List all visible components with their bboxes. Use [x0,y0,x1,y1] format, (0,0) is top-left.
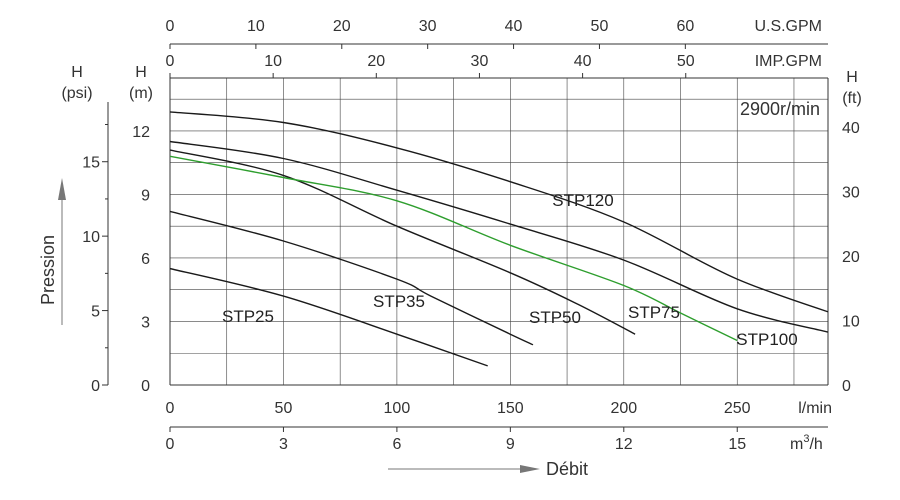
debit-label: Débit [546,459,588,479]
lmin-tick-50: 50 [275,400,293,417]
debit-arrow-head [520,465,540,473]
impgpm-unit-label: IMP.GPM [755,53,822,70]
m-tick-9: 9 [141,187,150,204]
ft-tick-20: 20 [842,249,860,266]
series-line-stp100 [170,140,828,333]
series-label-stp35: STP35 [373,292,425,311]
pression-label: Pression [38,235,58,305]
m3h-unit-label: m3/h [790,433,823,453]
labels-group: Pression Débit 2900r/min STP25 STP35 STP50 STP… [38,99,820,479]
m3h-tick-9: 9 [506,436,515,453]
usgpm-unit-label: U.S.GPM [754,18,822,35]
impgpm-tick-50: 50 [677,53,695,70]
lmin-unit-label: l/min [798,400,832,417]
series-label-stp50: STP50 [529,308,581,327]
m-tick-0: 0 [141,378,150,395]
ft-unit-bottom: (ft) [842,90,862,107]
series-line-stp120 [170,111,828,313]
lmin-tick-150: 150 [497,400,524,417]
impgpm-tick-0: 0 [166,53,175,70]
ft-unit-top: H [846,69,858,86]
ft-tick-10: 10 [842,313,860,330]
series-group [170,111,828,367]
m3h-tick-0: 0 [166,436,175,453]
lmin-tick-100: 100 [384,400,411,417]
ft-tick-0: 0 [842,378,851,395]
ft-tick-40: 40 [842,120,860,137]
m3h-tick-12: 12 [615,436,633,453]
pression-arrow-head [58,178,66,200]
m-unit-top: H [135,64,147,81]
series-label-stp120: STP120 [552,191,613,210]
series-label-stp75: STP75 [628,303,680,322]
m3h-tick-3: 3 [279,436,288,453]
usgpm-tick-40: 40 [505,18,523,35]
psi-unit-top: H [71,64,83,81]
series-line-stp75 [170,155,738,342]
ft-tick-30: 30 [842,184,860,201]
usgpm-tick-30: 30 [419,18,437,35]
series-line-stp35 [170,210,534,346]
series-label-stp100: STP100 [736,330,797,349]
impgpm-tick-40: 40 [574,53,592,70]
series-label-stp25: STP25 [222,307,274,326]
grid [170,78,828,385]
psi-tick-0: 0 [91,378,100,395]
m3h-tick-6: 6 [392,436,401,453]
m-tick-6: 6 [141,251,150,268]
psi-unit-bottom: (psi) [61,85,92,102]
psi-tick-5: 5 [91,304,100,321]
impgpm-tick-10: 10 [264,53,282,70]
impgpm-tick-20: 20 [367,53,385,70]
lmin-tick-250: 250 [724,400,751,417]
psi-tick-10: 10 [82,229,100,246]
impgpm-tick-30: 30 [471,53,489,70]
m-tick-12: 12 [132,124,150,141]
usgpm-tick-60: 60 [676,18,694,35]
lmin-tick-200: 200 [610,400,637,417]
speed-label: 2900r/min [740,99,820,119]
m-unit-bottom: (m) [129,85,153,102]
psi-tick-15: 15 [82,155,100,172]
usgpm-tick-20: 20 [333,18,351,35]
series-line-stp25 [170,267,488,367]
usgpm-tick-0: 0 [166,18,175,35]
series-line-stp50 [170,149,636,335]
m-tick-3: 3 [141,314,150,331]
lmin-tick-0: 0 [166,400,175,417]
usgpm-tick-10: 10 [247,18,265,35]
usgpm-tick-50: 50 [591,18,609,35]
m3h-tick-15: 15 [728,436,746,453]
